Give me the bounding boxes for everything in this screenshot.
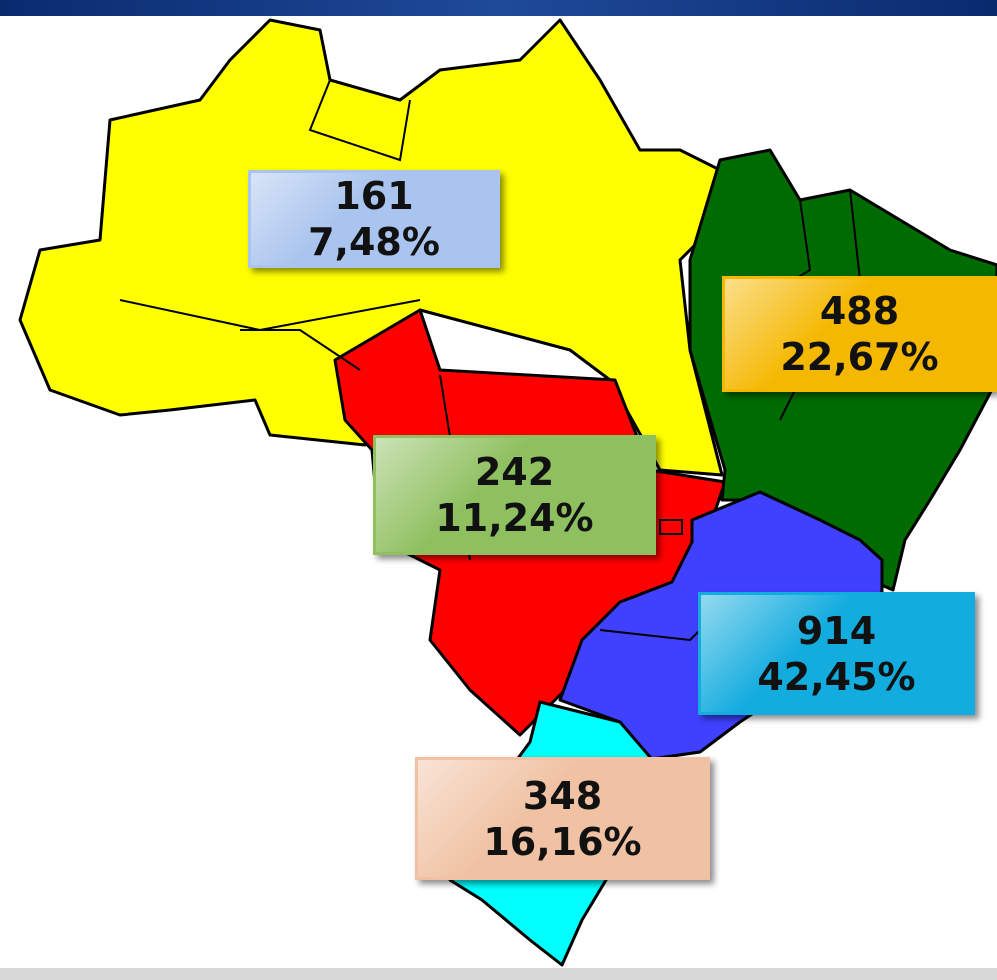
count: 348 (522, 773, 603, 818)
share: 16,16% (483, 819, 642, 864)
label-box: 488 22,67% (722, 276, 997, 392)
state-border (119, 299, 421, 332)
label-box: 348 16,16% (415, 757, 710, 880)
label-box: 161 7,48% (248, 170, 500, 268)
share: 11,24% (435, 496, 594, 540)
share: 42,45% (757, 654, 916, 699)
top-bar (0, 0, 997, 16)
label-box: 242 11,24% (373, 435, 656, 555)
count: 488 (819, 289, 900, 333)
share: 7,48% (308, 220, 440, 264)
federal-district (659, 519, 683, 535)
bottom-bar (0, 968, 997, 980)
count: 242 (474, 450, 555, 494)
count: 161 (334, 174, 414, 218)
count: 914 (796, 608, 877, 653)
label-box: 914 42,45% (698, 592, 975, 715)
state-border (308, 79, 411, 162)
share: 22,67% (780, 335, 939, 379)
